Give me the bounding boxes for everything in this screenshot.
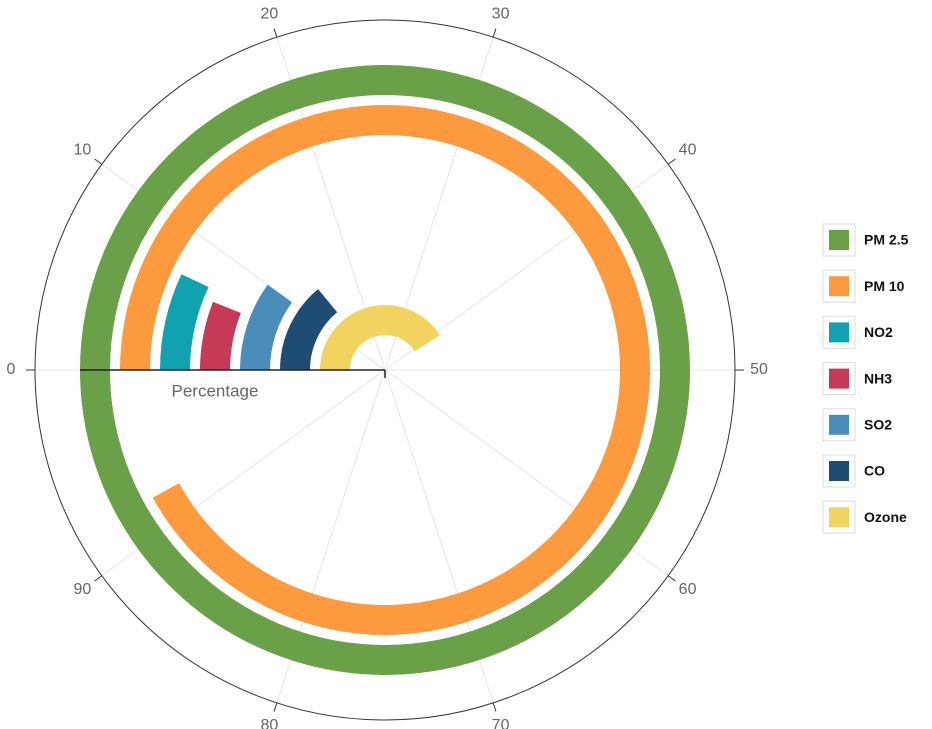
tick-mark (492, 28, 497, 38)
tick-mark (667, 575, 676, 582)
legend-swatch (829, 276, 849, 297)
tick-mark (94, 575, 103, 582)
angular-tick-label: 0 (7, 361, 16, 378)
angular-tick-label: 70 (492, 717, 510, 729)
legend-label: CO (864, 463, 885, 479)
angular-tick-label: 10 (74, 141, 92, 158)
tick-mark (667, 158, 676, 165)
legend-swatch (829, 230, 849, 250)
legend-label: SO2 (864, 417, 892, 433)
angular-tick-label: 50 (750, 361, 768, 378)
legend-swatch (829, 368, 849, 389)
angular-tick-label: 90 (74, 581, 92, 598)
radial-axis-title: Percentage (172, 381, 259, 400)
legend-swatch (829, 507, 849, 528)
angular-tick-label: 40 (679, 141, 697, 158)
angular-tick-label: 60 (679, 581, 697, 598)
legend-label: Ozone (864, 509, 907, 525)
bar (160, 274, 209, 370)
legend-label: NH3 (864, 370, 892, 386)
bar (200, 301, 241, 370)
legend-label: PM 10 (864, 278, 905, 294)
tick-mark (94, 158, 103, 165)
bar (320, 305, 440, 370)
legend-swatch (829, 322, 849, 343)
bar (280, 289, 338, 370)
angular-tick-label: 80 (261, 717, 279, 729)
legend-swatch (829, 461, 849, 481)
legend-swatch (829, 414, 849, 435)
angular-tick-label: 30 (492, 6, 510, 23)
legend-label: NO2 (864, 324, 893, 340)
angular-tick-label: 20 (261, 6, 279, 23)
bar (240, 284, 292, 370)
tick-mark (492, 702, 497, 712)
tick-mark (273, 28, 278, 38)
tick-mark (273, 702, 278, 712)
legend-label: PM 2.5 (864, 232, 909, 248)
